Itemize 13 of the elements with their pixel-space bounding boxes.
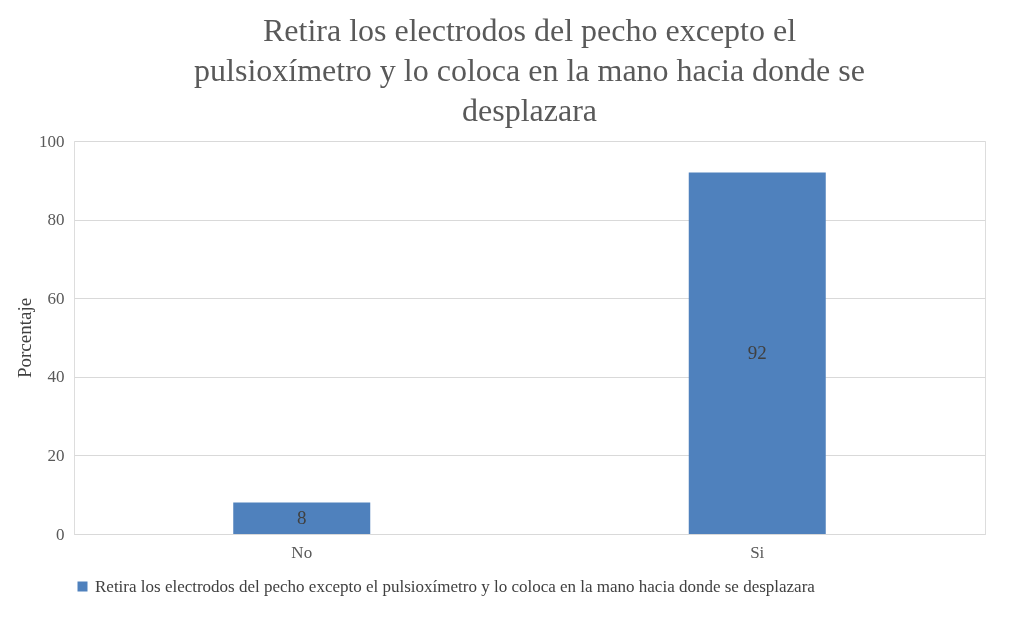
y-tick-label: 60 xyxy=(47,288,65,308)
data-label: 92 xyxy=(747,342,767,364)
data-label: 8 xyxy=(297,507,307,529)
y-tick-label: 0 xyxy=(56,524,65,544)
x-tick-label: No xyxy=(291,542,313,562)
y-tick-label: 100 xyxy=(39,131,65,151)
y-tick-label: 40 xyxy=(47,367,65,387)
y-axis-title: Porcentaje xyxy=(14,297,35,379)
chart-title: Retira los electrodos del pecho excepto el pulsioxímetro y lo coloca en la mano hacia donde se desplazara xyxy=(194,12,865,128)
y-tick-label: 20 xyxy=(47,445,65,465)
y-tick-label: 80 xyxy=(47,210,65,230)
x-tick-label: Si xyxy=(750,542,765,562)
legend-label: Retira los electrodos del pecho excepto el pulsioxímetro y lo coloca en la mano hacia donde se desplazara xyxy=(95,576,816,596)
